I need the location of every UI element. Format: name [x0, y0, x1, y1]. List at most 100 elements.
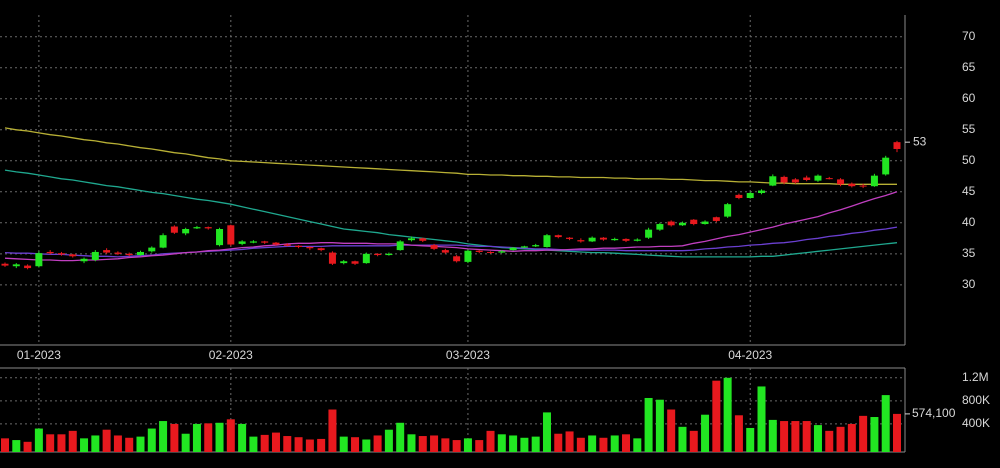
candle-body — [12, 264, 20, 267]
candle-body — [566, 237, 574, 239]
volume-bar — [57, 434, 66, 452]
volume-bar — [34, 428, 43, 452]
candle-body — [407, 238, 415, 241]
volume-bar — [576, 437, 585, 452]
volume-bar — [1, 438, 9, 452]
candle-body — [870, 175, 878, 187]
candle-body — [46, 251, 54, 254]
volume-bar — [384, 429, 393, 452]
y-tick-label: 65 — [962, 60, 976, 74]
volume-bar — [463, 438, 472, 452]
candle-body — [712, 217, 720, 221]
candle-body — [814, 175, 822, 181]
volume-bar — [317, 438, 326, 452]
candle-body — [554, 235, 562, 238]
candle-body — [216, 229, 224, 246]
candle-body — [261, 241, 269, 243]
volume-bar — [847, 423, 856, 452]
candle-body — [441, 250, 449, 253]
volume-bar — [226, 419, 235, 452]
candle-body — [419, 238, 427, 241]
volume-bar — [802, 421, 811, 452]
volume-bar — [746, 427, 755, 452]
volume-bar — [418, 436, 427, 452]
volume-bar — [102, 429, 111, 452]
volume-bar — [113, 435, 122, 452]
candle-body — [667, 221, 675, 226]
volume-bar — [407, 434, 416, 452]
volume-bar — [475, 440, 484, 452]
candle-body — [475, 250, 483, 252]
candle-body — [780, 176, 788, 183]
volume-bar — [531, 436, 540, 452]
volume-bar — [554, 433, 563, 452]
y-tick-label: 35 — [962, 246, 976, 260]
volume-bar — [215, 422, 224, 452]
volume-bar — [813, 425, 822, 452]
candle-body — [193, 227, 201, 229]
candle-body — [238, 241, 246, 244]
volume-bar — [260, 434, 269, 452]
candle-body — [532, 245, 540, 247]
volume-bar — [351, 437, 360, 452]
candle-body — [735, 194, 743, 198]
candle-body — [487, 251, 495, 253]
candle-body — [317, 248, 325, 251]
volume-bar — [757, 386, 766, 452]
volume-bar — [441, 438, 450, 452]
candle-body — [24, 265, 32, 269]
volume-bar — [667, 409, 676, 452]
candle-body — [272, 242, 280, 245]
volume-bar — [701, 414, 710, 452]
candle-body — [249, 241, 257, 243]
candle-body — [577, 240, 585, 242]
volume-bar — [542, 412, 551, 452]
candle-body — [328, 252, 336, 264]
candle-body — [599, 237, 607, 240]
candle-body — [656, 224, 664, 230]
volume-bar — [68, 430, 77, 452]
candle-body — [227, 225, 235, 245]
candle-body — [509, 247, 517, 251]
x-tick-label: 02-2023 — [209, 348, 253, 362]
volume-bar — [181, 433, 190, 452]
y-tick-label: 55 — [962, 122, 976, 136]
volume-bar — [170, 423, 179, 452]
moving-average-line — [4, 169, 898, 258]
volume-bar — [136, 436, 145, 452]
candle-body — [622, 238, 630, 241]
volume-bar — [294, 437, 303, 452]
candle-body — [848, 183, 856, 187]
candle-body — [701, 221, 709, 225]
candle-body — [791, 179, 799, 183]
volume-bar — [712, 380, 721, 452]
candle-body — [690, 219, 698, 225]
last-price-label: 53 — [913, 134, 927, 148]
candle-body — [825, 178, 833, 180]
volume-bar — [486, 430, 495, 452]
volume-bar — [238, 423, 247, 452]
candle-body — [80, 258, 88, 262]
candle-body — [803, 177, 811, 180]
volume-bar — [689, 430, 698, 452]
volume-bar — [734, 415, 743, 452]
volume-bar — [328, 409, 337, 452]
candle-body — [859, 185, 867, 187]
volume-bar — [870, 417, 879, 452]
candle-body — [69, 254, 77, 257]
candle-body — [57, 253, 65, 255]
moving-average-line — [4, 191, 898, 262]
moving-average-line — [4, 127, 897, 185]
volume-bar — [339, 436, 348, 452]
volume-bar — [271, 432, 280, 452]
candle-body — [893, 142, 901, 149]
candle-body — [633, 239, 641, 241]
volume-bar — [396, 422, 405, 452]
candle-body — [306, 246, 314, 249]
x-tick-label: 03-2023 — [446, 348, 490, 362]
candle-body — [430, 245, 438, 249]
volume-bar — [283, 436, 292, 452]
candle-body — [385, 253, 393, 256]
volume-bar — [12, 440, 21, 452]
